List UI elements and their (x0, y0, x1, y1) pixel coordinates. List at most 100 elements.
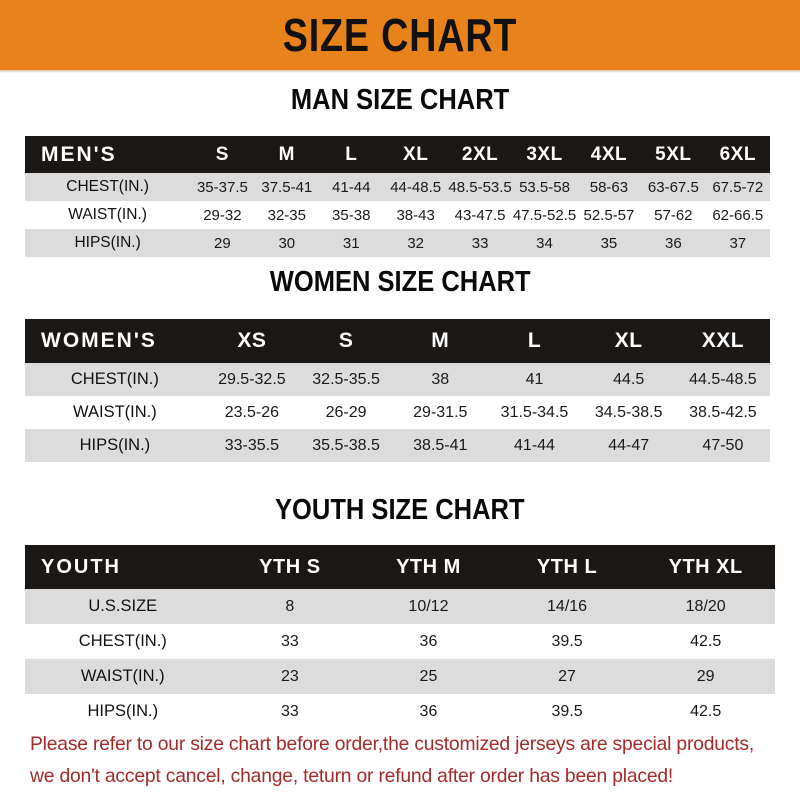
women-measurement-label: WAIST(IN.) (73, 403, 157, 421)
youth-table-header-row: YOUTH YTH S YTH M YTH L YTH XL (25, 545, 775, 589)
youth-measurement-label: WAIST(IN.) (80, 667, 165, 685)
women-measurement-value: 31.5-34.5 (500, 403, 569, 421)
youth-measurement-value: 33 (280, 632, 299, 650)
youth-size-header-cell: YTH L (536, 555, 598, 578)
man-measurement-value: 31 (342, 234, 360, 252)
women-table-row: HIPS(IN.) 33-35.5 35.5-38.5 38.5-41 41-44 44-… (25, 429, 770, 462)
youth-measurement-value: 33 (280, 702, 299, 720)
women-measurement-value: 44-47 (608, 436, 650, 454)
women-measurement-value: 44.5-48.5 (689, 370, 757, 388)
youth-measurement-value: 36 (419, 702, 438, 720)
man-measurement-label: HIPS(IN.) (74, 234, 141, 251)
man-size-header-cell: 2XL (461, 143, 499, 165)
women-measurement-value: 29-31.5 (413, 403, 468, 421)
youth-measurement-value: 10/12 (408, 597, 449, 615)
women-size-header-cell: S (338, 329, 354, 352)
man-measurement-value: 63-67.5 (647, 178, 699, 196)
youth-measurement-value: 23 (280, 667, 299, 685)
women-measurement-value: 29.5-32.5 (218, 370, 286, 388)
man-table-row: WAIST(IN.) 29-32 32-35 35-38 38-43 43-47.5 47.… (25, 201, 770, 229)
youth-table-header-label: YOUTH (41, 555, 121, 578)
women-measurement-value: 38.5-41 (413, 436, 468, 454)
youth-measurement-label: CHEST(IN.) (78, 632, 167, 650)
man-size-header-cell: 3XL (526, 143, 563, 165)
women-measurement-value: 41-44 (514, 436, 555, 454)
youth-measurement-value: 42.5 (690, 632, 722, 650)
man-measurement-value: 32-35 (267, 206, 306, 224)
man-measurement-value: 30 (278, 234, 296, 252)
man-measurement-value: 35 (600, 234, 618, 252)
man-measurement-value: 52.5-57 (583, 206, 635, 224)
men-table-body: MEN'S S M L XL 2XL 3XL 4XL 5XL 6XL CHEST(IN.) 35-37… (25, 136, 770, 257)
man-measurement-label: CHEST(IN.) (66, 178, 149, 195)
women-measurement-value: 41 (525, 370, 544, 388)
man-size-header-cell: 4XL (590, 143, 628, 165)
youth-measurement-value: 8 (285, 597, 295, 615)
women-size-header-cell: XS (237, 329, 267, 352)
women-measurement-value: 33-35.5 (224, 436, 279, 454)
man-size-header-cell: XL (403, 143, 429, 165)
youth-table-row: HIPS(IN.) 33 36 39.5 42.5 (25, 694, 775, 729)
youth-table-row: WAIST(IN.) 23 25 27 29 (25, 659, 775, 694)
man-measurement-value: 57-62 (654, 206, 693, 224)
women-measurement-value: 34.5-38.5 (594, 403, 663, 421)
man-measurement-value: 29-32 (203, 206, 242, 224)
women-measurement-value: 47-50 (702, 436, 744, 454)
banner-shadow-divider (0, 70, 800, 73)
youth-measurement-value: 39.5 (551, 632, 583, 650)
youth-measurement-value: 25 (419, 667, 438, 685)
man-measurement-value: 35-37.5 (196, 178, 248, 196)
order-policy-note-line-1: Please refer to our size chart before or… (30, 733, 755, 755)
women-size-header-cell: M (431, 329, 450, 352)
youth-measurement-value: 42.5 (690, 702, 722, 720)
man-measurement-value: 33 (471, 234, 489, 252)
women-table-body: WOMEN'S XS S M L XL XXL CHEST(IN.) 29.5-32.5 32.5… (25, 319, 770, 462)
youth-size-header-cell: YTH M (396, 555, 461, 578)
man-size-header-cell: M (278, 143, 295, 165)
women-measurement-label: HIPS(IN.) (79, 436, 151, 454)
women-measurement-value: 44.5 (613, 370, 645, 388)
youth-table-row: CHEST(IN.) 33 36 39.5 42.5 (25, 624, 775, 659)
man-measurement-value: 38-43 (396, 206, 435, 224)
order-policy-note: Please refer to our size chart before or… (30, 728, 775, 792)
man-measurement-value: 41-44 (332, 178, 371, 196)
man-table-row: HIPS(IN.) 29 30 31 32 33 34 35 36 37 (25, 229, 770, 257)
banner: SIZE CHART (0, 0, 800, 70)
man-table-header-label: MEN'S (41, 142, 117, 166)
section-title-women: WOMEN SIZE CHART (0, 268, 800, 297)
man-measurement-value: 47.5-52.5 (512, 206, 577, 224)
order-policy-note-line-2: we don't accept cancel, change, teturn o… (30, 765, 674, 787)
man-measurement-value: 34 (536, 234, 553, 252)
women-measurement-value: 38.5-42.5 (689, 403, 757, 421)
man-size-header-cell: 5XL (655, 143, 692, 165)
section-title-youth: YOUTH SIZE CHART (0, 496, 800, 525)
youth-measurement-value: 36 (419, 632, 438, 650)
man-table-header-row: MEN'S S M L XL 2XL 3XL 4XL 5XL 6XL (25, 136, 770, 173)
man-measurement-value: 62-66.5 (712, 206, 764, 224)
women-measurement-value: 32.5-35.5 (312, 370, 380, 388)
man-measurement-value: 29 (214, 234, 231, 252)
youth-table-row: U.S.SIZE 8 10/12 14/16 18/20 (25, 589, 775, 624)
women-table-header-label: WOMEN'S (41, 329, 157, 352)
man-measurement-label: WAIST(IN.) (68, 206, 147, 223)
women-measurement-value: 38 (431, 370, 450, 388)
youth-table-body: YOUTH YTH S YTH M YTH L YTH XL U.S.SIZE 8 10/12… (25, 545, 775, 729)
section-title-women-text: WOMEN SIZE CHART (269, 266, 531, 298)
women-measurement-value: 23.5-26 (224, 403, 279, 421)
banner-title: SIZE CHART (282, 9, 518, 61)
man-measurement-value: 37 (729, 234, 747, 252)
youth-measurement-value: 14/16 (547, 597, 588, 615)
man-measurement-value: 37.5-41 (261, 178, 313, 196)
women-table-row: CHEST(IN.) 29.5-32.5 32.5-35.5 38 41 44.5 44.5… (25, 363, 770, 396)
youth-size-table: YOUTH YTH S YTH M YTH L YTH XL U.S.SIZE 8 10/12… (25, 545, 775, 729)
women-measurement-label: CHEST(IN.) (70, 370, 159, 388)
man-measurement-value: 48.5-53.5 (448, 178, 512, 196)
women-table-row: WAIST(IN.) 23.5-26 26-29 29-31.5 31.5-34.5 34… (25, 396, 770, 429)
women-size-table: WOMEN'S XS S M L XL XXL CHEST(IN.) 29.5-32.5 32.5… (25, 319, 770, 462)
man-measurement-value: 32 (407, 234, 424, 252)
women-table-header-row: WOMEN'S XS S M L XL XXL (25, 319, 770, 363)
youth-measurement-value: 29 (696, 667, 715, 685)
man-measurement-value: 35-38 (332, 206, 371, 224)
section-title-youth-text: YOUTH SIZE CHART (275, 494, 525, 526)
